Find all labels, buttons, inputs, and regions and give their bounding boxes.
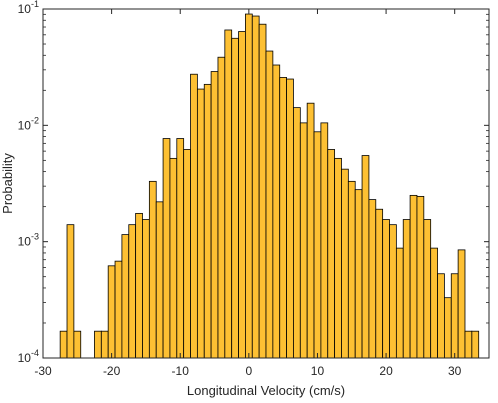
- histogram-bars: [59, 13, 480, 359]
- histogram-bar: [169, 157, 178, 359]
- x-tick-label: 20: [379, 364, 393, 378]
- y-tick-label: 10-1: [18, 0, 39, 16]
- x-tick-label: 10: [311, 364, 325, 378]
- histogram-bar: [327, 149, 336, 359]
- histogram-bar: [299, 122, 308, 359]
- histogram-bar: [258, 23, 267, 359]
- histogram-bar: [155, 201, 164, 359]
- histogram-bar: [59, 330, 68, 359]
- histogram-bar: [368, 199, 377, 359]
- histogram-bar: [66, 224, 75, 359]
- y-tick-label: 10-2: [18, 115, 39, 132]
- histogram-bar: [245, 13, 253, 359]
- histogram-bar: [183, 149, 191, 359]
- histogram-bar: [279, 77, 287, 359]
- y-axis-label: Probability: [0, 153, 15, 214]
- histogram-bar: [107, 265, 116, 359]
- histogram-bar: [334, 157, 342, 359]
- histogram-bar: [231, 37, 239, 359]
- histogram-bar: [272, 64, 281, 359]
- histogram-bar: [114, 260, 123, 359]
- histogram-bar: [382, 219, 390, 359]
- histogram-bar: [443, 297, 452, 359]
- histogram-bar: [320, 122, 329, 359]
- histogram-bar: [265, 50, 274, 359]
- histogram-bar: [128, 224, 137, 359]
- histogram-bar: [162, 138, 171, 359]
- histogram-bar: [306, 102, 315, 359]
- histogram-bar: [210, 71, 219, 359]
- histogram-bar: [430, 247, 438, 359]
- histogram-bar: [203, 83, 212, 359]
- histogram-bar: [293, 107, 301, 359]
- histogram-bar: [361, 155, 370, 359]
- histogram-bar: [341, 168, 349, 359]
- y-tick-label: 10-3: [18, 232, 39, 249]
- x-tick-label: 30: [448, 364, 462, 378]
- x-tick-label: -30: [34, 364, 52, 378]
- histogram-bar: [409, 194, 418, 359]
- x-tick-labels: -30 -20 -10 0 10 20 30: [34, 364, 461, 378]
- histogram-bar: [196, 88, 205, 359]
- histogram-bar: [224, 29, 233, 359]
- histogram-bar: [416, 195, 425, 359]
- histogram-bar: [94, 330, 102, 359]
- histogram-bar: [286, 78, 294, 359]
- x-tick-label: -10: [172, 364, 190, 378]
- histogram-bar: [375, 208, 384, 359]
- histogram-bar: [464, 330, 473, 359]
- histogram-bar: [450, 273, 459, 359]
- histogram-bar: [354, 189, 363, 359]
- histogram-bar: [313, 131, 322, 359]
- histogram-bar: [135, 212, 143, 359]
- histogram-bar: [347, 180, 356, 359]
- x-tick-label: -20: [103, 364, 121, 378]
- histogram-bar: [73, 330, 82, 359]
- plot-area-border: [42, 8, 490, 359]
- histogram-bar: [142, 219, 150, 359]
- histogram-bar: [423, 219, 432, 359]
- histogram-bar: [251, 15, 260, 359]
- histogram-bar: [389, 224, 397, 359]
- histogram-bar: [148, 180, 157, 359]
- histogram-bar: [121, 234, 130, 359]
- y-tick-labels: 10-4 10-3 10-2 10-1: [18, 0, 39, 365]
- histogram-bar: [402, 219, 411, 359]
- histogram-bar: [471, 330, 480, 359]
- x-tick-label: 0: [246, 364, 253, 378]
- histogram-bar: [190, 73, 198, 359]
- histogram-bar: [100, 330, 109, 359]
- histogram-bar: [395, 247, 404, 359]
- histogram-bar: [217, 56, 226, 359]
- histogram-bar: [176, 138, 185, 359]
- histogram-bar: [437, 273, 445, 359]
- y-tick-label: 10-4: [18, 348, 39, 365]
- histogram-bar: [238, 31, 246, 359]
- histogram-bar: [457, 249, 466, 359]
- x-axis-label: Longitudinal Velocity (cm/s): [187, 383, 345, 398]
